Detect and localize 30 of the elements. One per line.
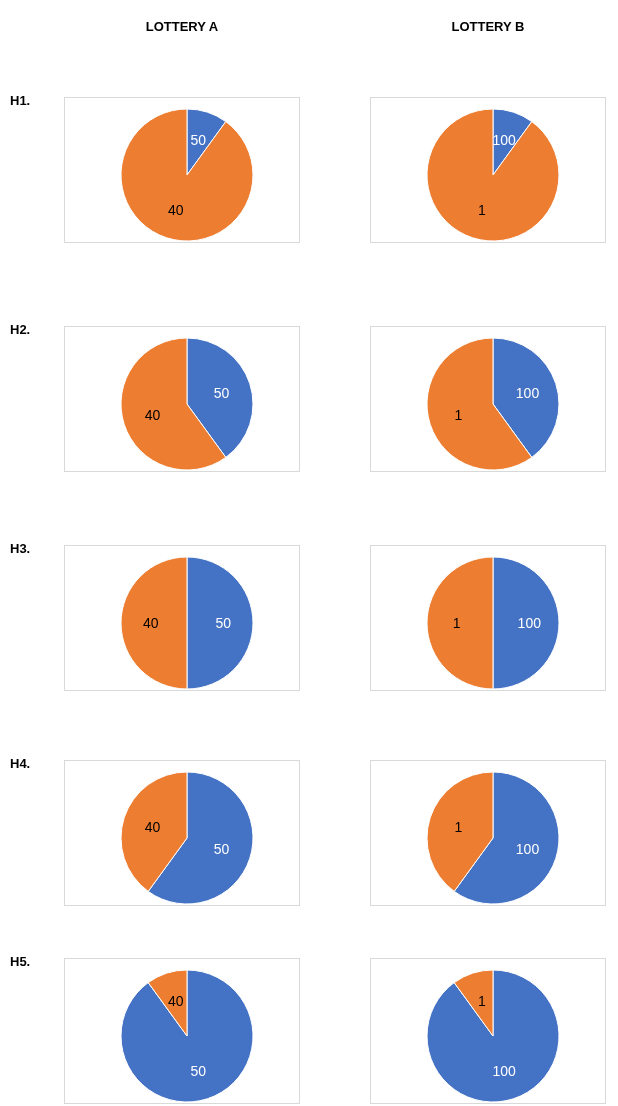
slice-label: 40 — [167, 201, 184, 218]
slice-label: 50 — [213, 384, 230, 401]
slice-label: 40 — [167, 993, 184, 1010]
chart-subtitle: H3. — [10, 541, 31, 556]
chart-subtitle: H5. — [10, 954, 31, 969]
slice-label: 40 — [144, 407, 161, 424]
chart-title: LOTTERY B — [450, 19, 526, 34]
chart-subtitle: H4. — [10, 756, 31, 771]
slice-label: 100 — [515, 841, 540, 858]
slice-label: 100 — [492, 1062, 517, 1079]
pie-slice — [120, 969, 254, 1103]
slice-label: 100 — [517, 615, 542, 631]
slice-label: 50 — [213, 841, 230, 858]
slice-label: 1 — [477, 201, 486, 218]
slice-label: 50 — [215, 615, 232, 631]
chart-title: LOTTERY A — [144, 19, 220, 34]
slice-label: 1 — [454, 407, 463, 424]
slice-label: 1 — [477, 993, 486, 1010]
slice-label: 40 — [144, 818, 161, 835]
pie-slice — [120, 108, 254, 242]
slice-label: 1 — [452, 615, 461, 631]
slice-label: 40 — [142, 615, 159, 631]
slice-label: 100 — [515, 384, 540, 401]
pie-slice — [426, 969, 560, 1103]
chart-subtitle: H1. — [10, 93, 31, 108]
slice-label: 1 — [454, 818, 463, 835]
slice-label: 50 — [190, 132, 207, 149]
pie-slice — [426, 108, 560, 242]
slice-label: 50 — [190, 1062, 207, 1079]
chart-subtitle: H2. — [10, 322, 31, 337]
